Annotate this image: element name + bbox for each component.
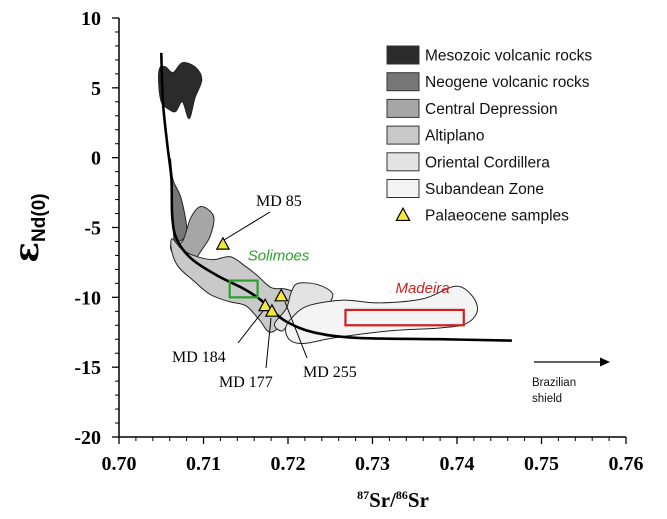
y-tick-label: -10	[74, 287, 101, 309]
legend-swatch-subandean-zone	[386, 179, 420, 198]
y-axis-title-sub: Nd(0)	[29, 193, 50, 242]
legend-swatch-neogene-volcanic-rocks	[386, 72, 420, 92]
x-tick-label: 0.71	[186, 453, 221, 475]
x-tick-label: 0.72	[271, 453, 306, 475]
legend-label-neogene-volcanic-rocks: Neogene volcanic rocks	[425, 74, 590, 91]
leader-md-85	[223, 211, 271, 241]
legend-label-oriental-cordillera: Oriental Cordillera	[425, 154, 550, 171]
legend-swatch-mesozoic-volcanic-rocks	[386, 45, 420, 65]
y-axis-title-symbol: ε	[7, 242, 47, 263]
x-axis-title: 87Sr/86Sr	[357, 488, 429, 512]
y-tick-label: -15	[74, 357, 101, 379]
x-axis-title-main2: Sr	[408, 488, 429, 512]
mixing-curve	[160, 52, 512, 342]
y-tick-label: 5	[91, 78, 101, 100]
solimoes-box	[228, 279, 259, 299]
leader-md-184	[237, 310, 264, 344]
leader-md-177	[265, 317, 272, 369]
x-axis-title-sup1: 87	[357, 488, 369, 502]
y-tick-label: 10	[81, 8, 101, 30]
legend-label-central-depression: Central Depression	[425, 101, 558, 118]
madeira-label: Madeira	[395, 280, 449, 297]
legend-swatch-altiplano	[386, 125, 420, 145]
arrow-head-icon	[600, 357, 610, 367]
y-tick-label: 0	[91, 148, 101, 170]
x-tick-label: 0.73	[355, 453, 390, 475]
point-md-85	[215, 236, 231, 250]
solimoes-label: Solimoes	[248, 248, 310, 265]
y-axis-title: εNd(0)	[7, 193, 50, 262]
point-md-184	[258, 297, 273, 312]
x-tick-label: 0.76	[609, 453, 644, 475]
label-md-184: MD 184	[172, 349, 226, 366]
legend: Mesozoic volcanic rocks Neogene volcanic …	[386, 45, 592, 225]
y-tick-label: -20	[74, 427, 101, 449]
legend-label-mesozoic-volcanic-rocks: Mesozoic volcanic rocks	[425, 48, 592, 65]
field-mesozoic-volcanic-rocks	[158, 62, 203, 120]
madeira-box	[344, 308, 465, 327]
point-md-255	[274, 288, 289, 302]
leader-md-255	[284, 301, 308, 359]
label-md-85: MD 85	[256, 193, 302, 210]
legend-label-subandean-zone: Subandean Zone	[425, 181, 544, 198]
field-subandean-zone	[284, 285, 479, 345]
mixing-curve-line	[160, 52, 512, 342]
axis-ticks: 0.70 0.71 0.72 0.73 0.74 0.75 0.76 10 5 0 -5 -10 -15…	[74, 8, 643, 475]
sample-annotations: MD 85 MD 184 MD 177 MD 255	[172, 193, 357, 391]
x-tick-label: 0.75	[524, 453, 559, 475]
y-tick-label: -5	[84, 218, 101, 240]
legend-swatch-palaeocene-samples	[395, 206, 411, 222]
x-axis-title-sup2: 86	[396, 488, 408, 502]
x-tick-label: 0.70	[102, 453, 137, 475]
legend-swatch-central-depression	[386, 98, 420, 118]
label-md-177: MD 177	[219, 374, 273, 391]
brazilian-shield-label-line2: shield	[532, 393, 562, 405]
x-axis-title-main1: Sr/	[369, 488, 397, 512]
brazilian-shield-label-line1: Brazilian	[532, 377, 576, 389]
reference-boxes: Solimoes Madeira	[228, 248, 465, 327]
label-md-255: MD 255	[303, 364, 357, 381]
point-md-177	[264, 303, 280, 317]
legend-label-palaeocene-samples: Palaeocene samples	[425, 208, 569, 225]
legend-swatch-oriental-cordillera	[386, 152, 420, 172]
x-tick-label: 0.74	[440, 453, 475, 475]
legend-label-altiplano: Altiplano	[425, 128, 484, 145]
palaeocene-points	[215, 236, 289, 317]
